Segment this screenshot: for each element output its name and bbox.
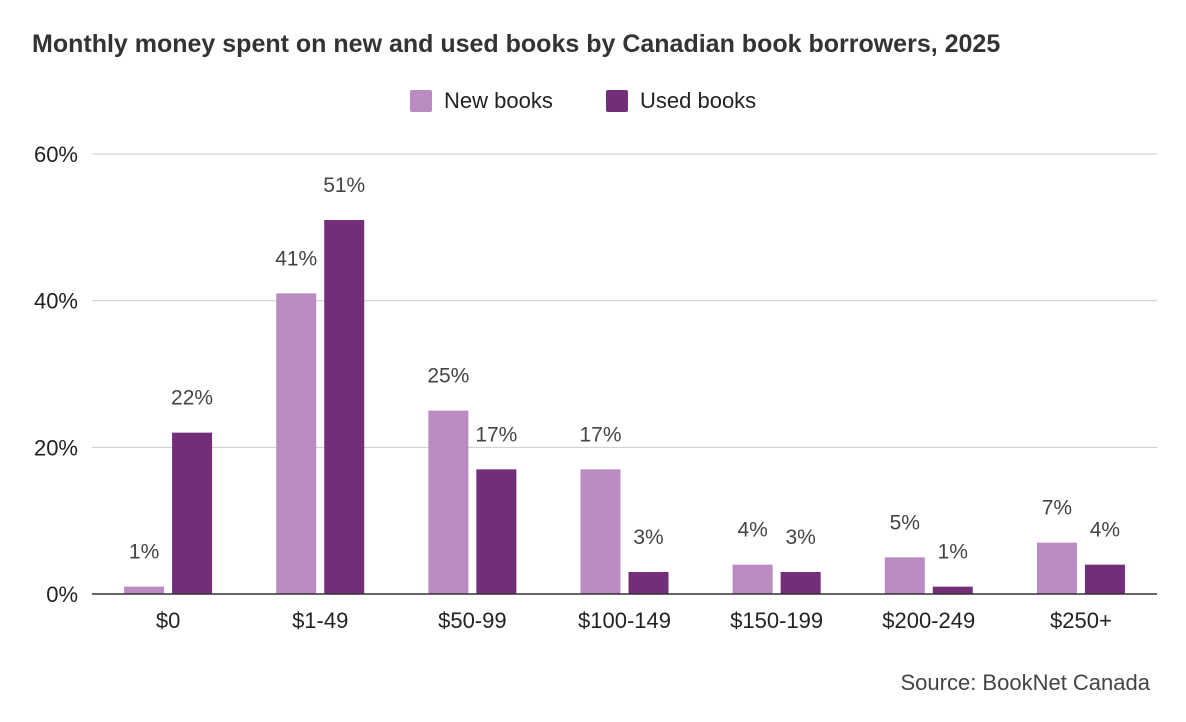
bar-new-books	[428, 410, 469, 594]
x-axis-tick-labels: $0 $1-49 $50-99 $100-149 $150-199 $200-249 $25…	[156, 608, 1112, 633]
y-axis-tick-labels: 0% 20% 40% 60%	[34, 142, 78, 607]
y-tick-label: 0%	[46, 582, 78, 607]
data-label: 4%	[737, 519, 767, 542]
bar-used-books	[628, 572, 669, 594]
bar-new-books	[1036, 542, 1077, 594]
y-tick-label: 60%	[34, 142, 78, 167]
data-label: 5%	[890, 511, 920, 534]
legend-item-new-books: New books	[410, 86, 553, 116]
data-label: 7%	[1042, 497, 1072, 520]
data-label: 4%	[1090, 519, 1120, 542]
gridlines	[92, 153, 1157, 448]
bar-new-books	[580, 469, 621, 594]
data-label: 1%	[129, 541, 159, 564]
data-label: 41%	[275, 247, 317, 270]
x-tick-label: $0	[156, 608, 180, 633]
bar-used-books	[1084, 564, 1125, 594]
bar-new-books	[276, 293, 317, 594]
bars	[124, 220, 1125, 594]
y-tick-label: 40%	[34, 289, 78, 314]
source-note: Source: BookNet Canada	[900, 670, 1151, 695]
chart-title: Monthly money spent on new and used book…	[32, 30, 1001, 58]
bar-new-books	[732, 564, 773, 594]
data-label: 1%	[938, 541, 968, 564]
legend-label-used-books: Used books	[640, 88, 757, 113]
bar-used-books	[476, 469, 517, 594]
data-labels: 1% 22% 41% 51% 25% 17% 17% 3% 4% 3% 5% 1% 7% 4%	[129, 174, 1120, 564]
bar-used-books	[172, 432, 213, 594]
x-tick-label: $1-49	[292, 608, 348, 633]
legend-swatch-used-books	[606, 90, 628, 112]
bar-used-books	[932, 586, 973, 594]
x-tick-label: $100-149	[578, 608, 671, 633]
bar-used-books	[324, 220, 365, 594]
data-label: 25%	[427, 365, 469, 388]
bar-new-books	[124, 586, 165, 594]
data-label: 3%	[785, 526, 815, 549]
bar-used-books	[780, 572, 821, 594]
x-tick-label: $200-249	[882, 608, 975, 633]
legend-item-used-books: Used books	[606, 86, 756, 116]
y-tick-label: 20%	[34, 435, 78, 460]
legend: New books Used books	[0, 86, 1186, 116]
data-label: 17%	[579, 423, 621, 446]
data-label: 51%	[323, 174, 365, 197]
x-tick-label: $150-199	[730, 608, 823, 633]
legend-label-new-books: New books	[444, 88, 553, 113]
data-label: 22%	[171, 387, 213, 410]
legend-swatch-new-books	[410, 90, 432, 112]
data-label: 3%	[633, 526, 663, 549]
x-tick-label: $50-99	[438, 608, 507, 633]
bar-new-books	[884, 557, 925, 594]
x-tick-label: $250+	[1050, 608, 1112, 633]
data-label: 17%	[475, 423, 517, 446]
